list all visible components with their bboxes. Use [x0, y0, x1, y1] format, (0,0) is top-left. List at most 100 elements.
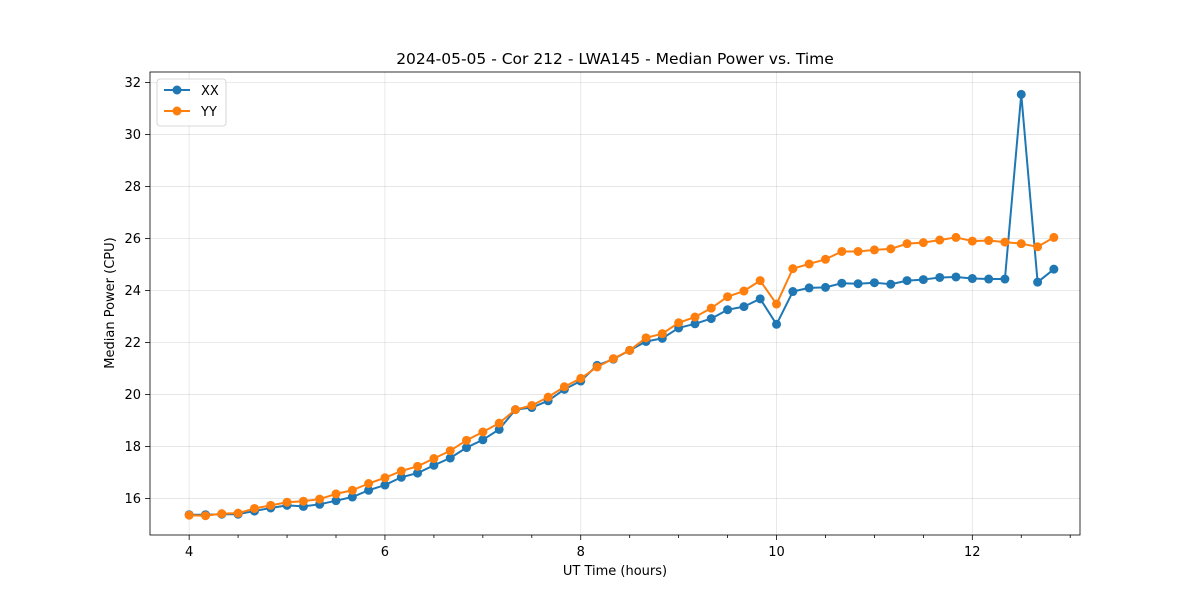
y-tick-label: 24: [124, 284, 141, 299]
legend-yy-marker: [172, 106, 182, 116]
data-point-yy: [1049, 232, 1059, 242]
data-point-yy: [201, 511, 211, 521]
y-tick-label: 18: [124, 440, 141, 455]
ticks-layer: 4 6 8 10 12 16 18 20 22 24 26 28 30 32: [124, 76, 1071, 560]
data-point-yy: [1033, 242, 1043, 252]
data-point-yy: [755, 276, 765, 286]
data-point-xx: [706, 314, 716, 324]
data-point-xx: [772, 319, 782, 329]
data-point-xx: [331, 496, 341, 506]
data-point-yy: [820, 254, 830, 264]
data-point-xx: [951, 272, 961, 282]
x-tick-label: 10: [768, 545, 785, 560]
data-point-yy: [347, 485, 357, 495]
data-point-xx: [1016, 89, 1026, 99]
data-point-yy: [804, 259, 814, 269]
data-point-xx: [461, 443, 471, 453]
data-point-yy: [706, 303, 716, 313]
data-point-yy: [837, 246, 847, 256]
data-point-yy: [772, 299, 782, 309]
data-point-yy: [674, 318, 684, 328]
data-point-xx: [886, 279, 896, 289]
data-point-yy: [543, 392, 553, 402]
data-point-xx: [984, 274, 994, 284]
data-point-xx: [1033, 277, 1043, 287]
data-point-yy: [184, 510, 194, 520]
data-point-yy: [315, 494, 325, 504]
data-point-xx: [837, 278, 847, 288]
data-point-yy: [298, 496, 308, 506]
legend-xx-marker: [172, 85, 182, 95]
data-point-yy: [1000, 237, 1010, 247]
data-point-yy: [918, 238, 928, 248]
data-point-xx: [804, 283, 814, 293]
data-point-yy: [331, 489, 341, 499]
data-point-yy: [233, 508, 243, 518]
data-point-yy: [608, 354, 618, 364]
data-point-yy: [266, 500, 276, 510]
data-point-yy: [592, 362, 602, 372]
data-point-yy: [723, 292, 733, 302]
data-point-xx: [690, 319, 700, 329]
data-point-yy: [853, 246, 863, 256]
data-point-yy: [429, 454, 439, 464]
data-point-xx: [396, 472, 406, 482]
data-point-yy: [886, 244, 896, 254]
data-point-xx: [478, 435, 488, 445]
x-tick-label: 12: [964, 545, 981, 560]
data-point-yy: [461, 435, 471, 445]
data-point-yy: [217, 509, 227, 519]
data-point-xx: [429, 460, 439, 470]
data-point-xx: [380, 480, 390, 490]
data-point-xx: [935, 272, 945, 282]
data-point-yy: [951, 232, 961, 242]
legend-xx-label: XX: [201, 84, 219, 99]
data-point-xx: [1049, 264, 1059, 274]
data-point-xx: [967, 274, 977, 284]
data-point-yy: [380, 473, 390, 483]
data-point-yy: [657, 329, 667, 339]
data-point-xx: [918, 275, 928, 285]
data-point-yy: [967, 236, 977, 246]
data-point-yy: [364, 479, 374, 488]
data-point-yy: [1016, 239, 1026, 249]
data-point-yy: [739, 286, 749, 296]
data-point-yy: [576, 373, 586, 383]
data-point-xx: [869, 278, 879, 288]
y-tick-label: 20: [124, 388, 141, 403]
data-point-yy: [984, 236, 994, 246]
data-point-xx: [413, 468, 423, 478]
data-point-yy: [625, 345, 635, 355]
data-point-xx: [364, 485, 374, 495]
y-tick-label: 26: [124, 232, 141, 247]
data-point-yy: [396, 466, 406, 476]
data-point-xx: [902, 276, 912, 286]
data-point-yy: [478, 427, 488, 437]
data-point-yy: [445, 446, 455, 456]
data-point-yy: [249, 503, 259, 513]
y-tick-label: 22: [124, 336, 141, 351]
legend: XX YY: [156, 78, 227, 127]
x-axis-label: UT Time (hours): [563, 564, 667, 579]
data-point-yy: [282, 497, 292, 507]
y-axis-label: Median Power (CPU): [103, 237, 118, 368]
x-tick-label: 6: [381, 545, 389, 560]
data-point-yy: [413, 461, 423, 471]
x-tick-label: 8: [577, 545, 585, 560]
y-tick-label: 28: [124, 180, 141, 195]
data-point-xx: [1000, 274, 1010, 284]
y-tick-label: 16: [124, 492, 141, 507]
data-point-yy: [494, 418, 504, 428]
data-point-xx: [723, 305, 733, 315]
data-point-yy: [690, 312, 700, 322]
data-point-xx: [739, 302, 749, 312]
y-tick-label: 30: [124, 128, 141, 143]
y-tick-label: 32: [124, 76, 141, 91]
data-point-xx: [755, 294, 765, 304]
series-layer: [184, 89, 1059, 521]
legend-yy-label: YY: [200, 105, 217, 120]
data-point-yy: [902, 239, 912, 249]
data-point-yy: [559, 382, 569, 392]
data-point-yy: [935, 235, 945, 245]
